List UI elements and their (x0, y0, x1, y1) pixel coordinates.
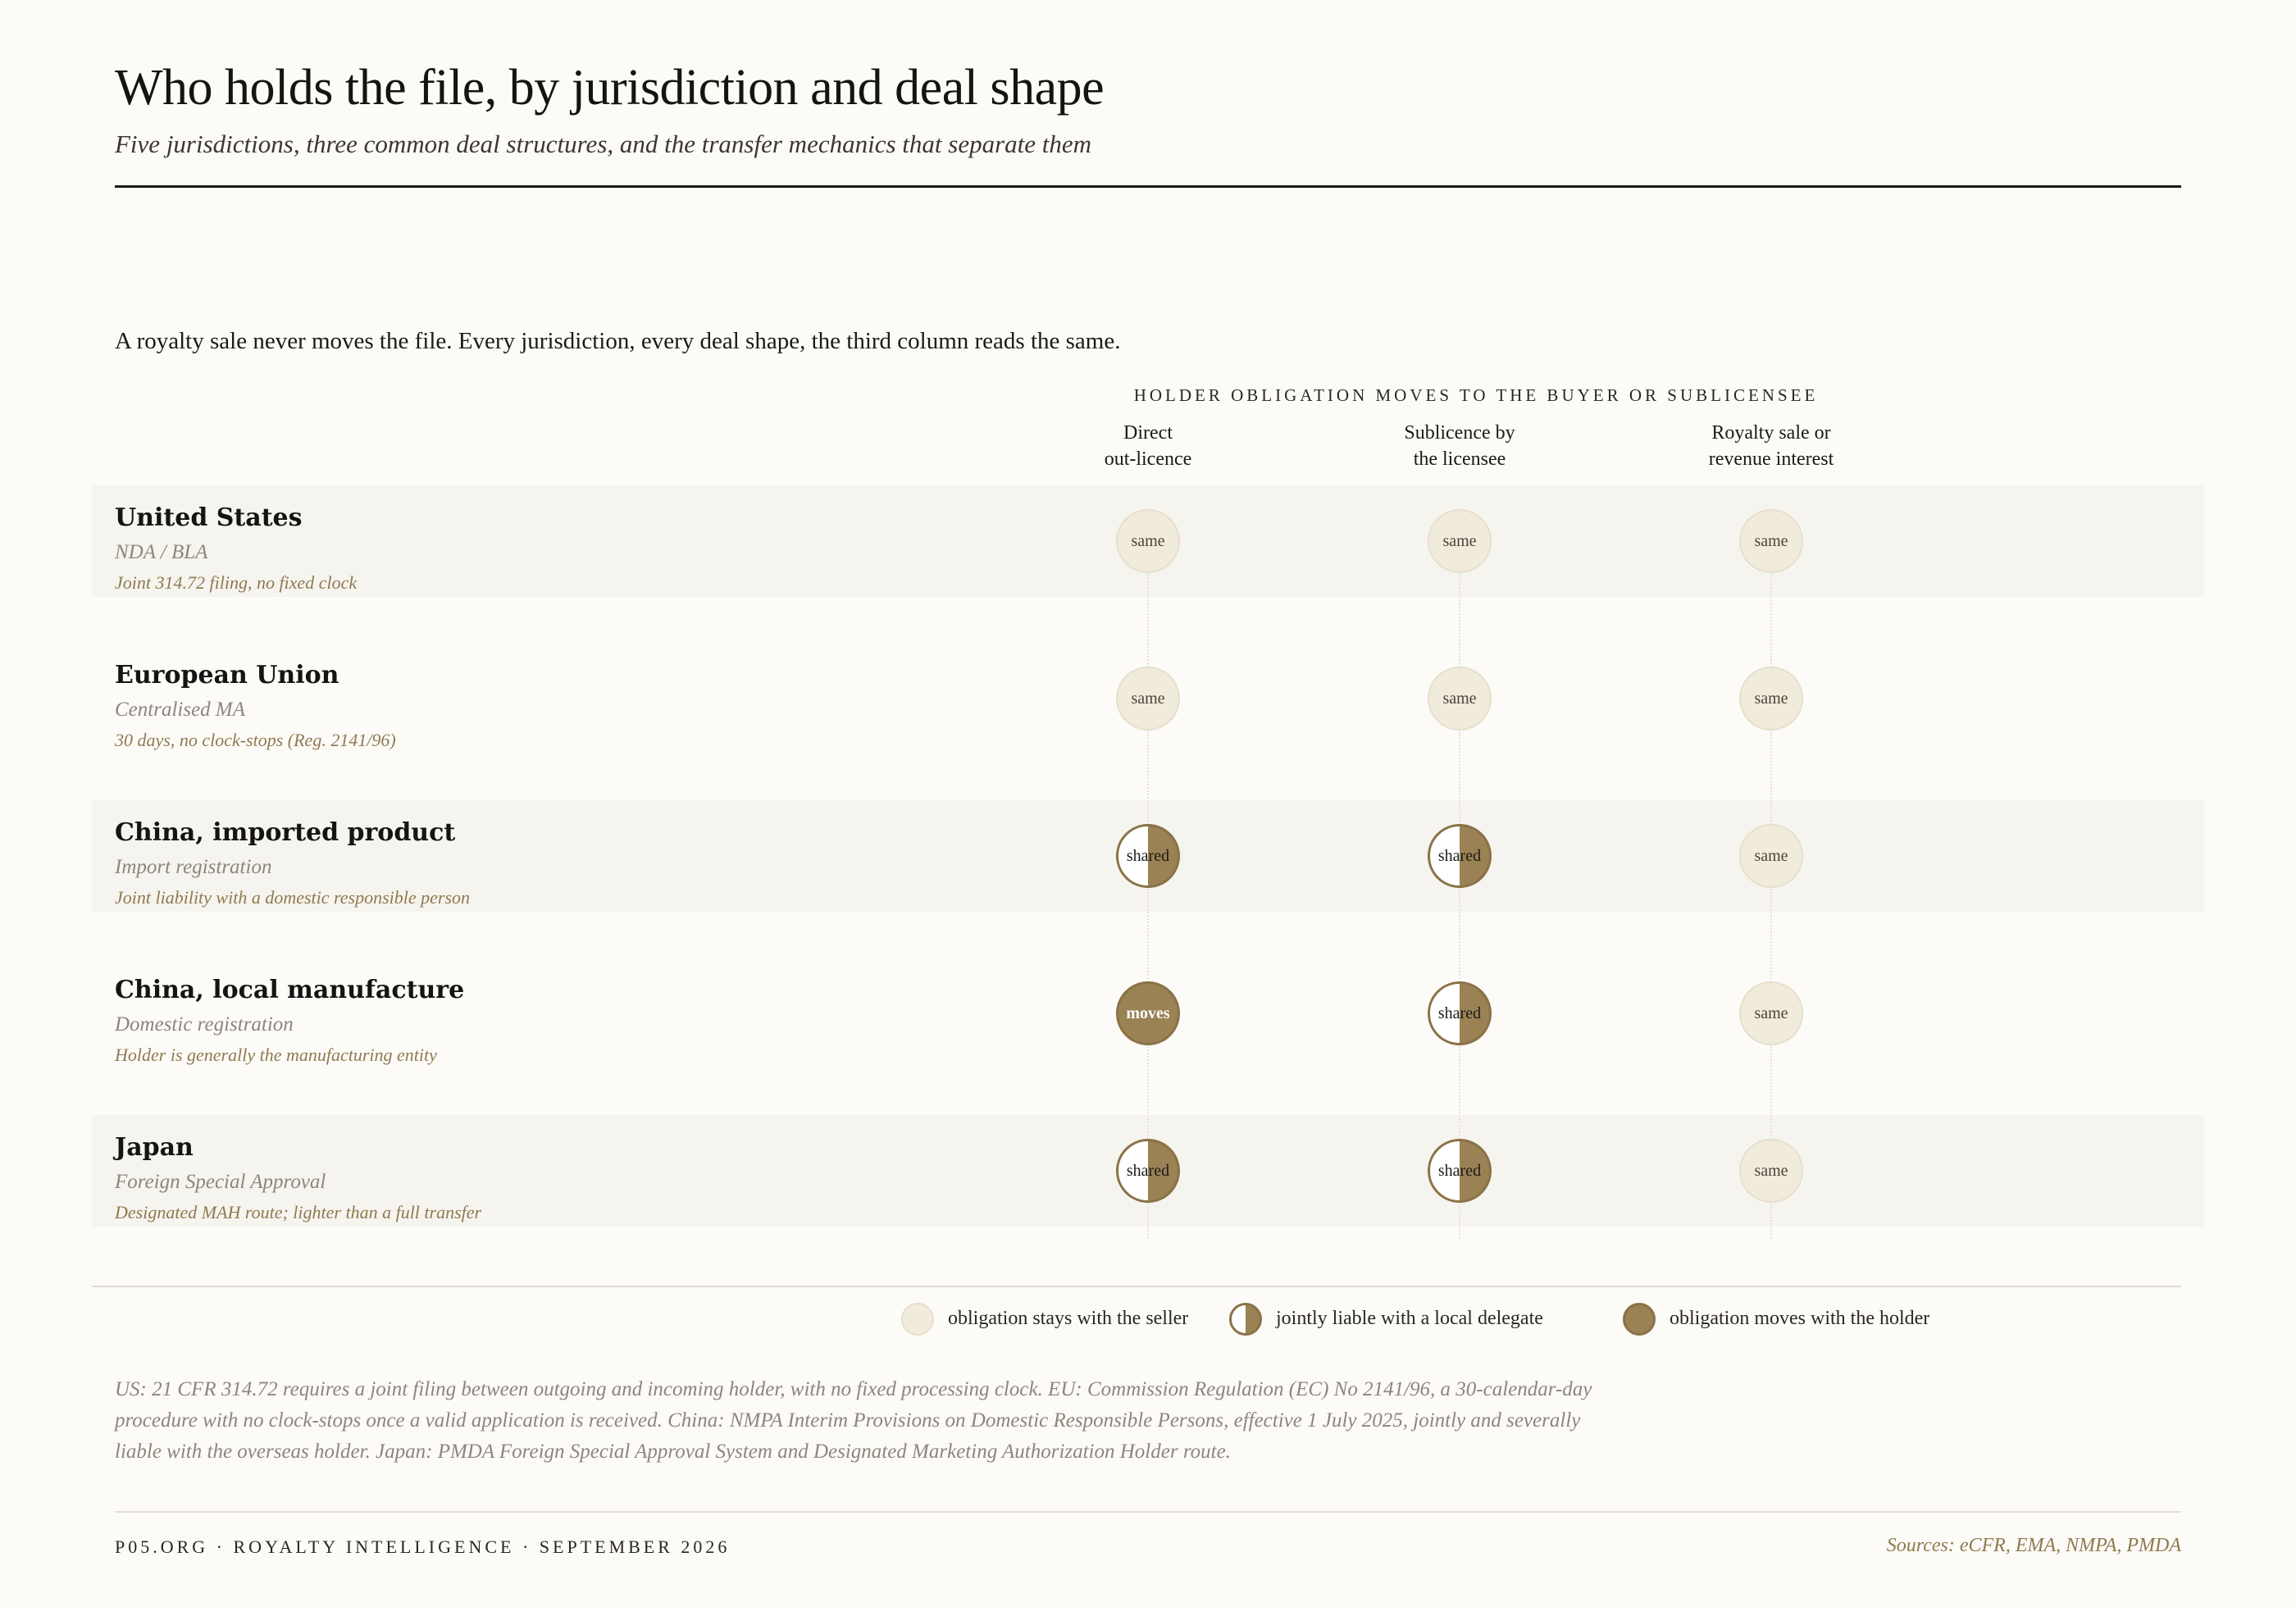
cell-marker-shared: shared (1428, 981, 1492, 1045)
registration-type: Import registration (115, 856, 272, 878)
footer-sources: Sources: eCFR, EMA, NMPA, PMDA (1886, 1535, 2181, 1556)
cell-marker-same: same (1428, 509, 1492, 573)
title-rule (115, 185, 2181, 188)
transfer-note: Joint liability with a domestic responsi… (115, 887, 471, 908)
cell-marker-moves: moves (1116, 981, 1180, 1045)
legend-same-swatch-icon (901, 1303, 934, 1336)
transfer-note: Joint 314.72 filing, no fixed clock (115, 572, 358, 593)
registration-type: NDA / BLA (115, 541, 208, 563)
transfer-note: Designated MAH route; lighter than a ful… (115, 1202, 482, 1222)
column-header-line: Direct (1123, 422, 1173, 444)
cell-marker-shared: shared (1116, 1139, 1180, 1203)
jurisdiction-name: United States (115, 503, 303, 532)
cell-marker-same: same (1739, 981, 1803, 1045)
legend-shared-swatch-icon (1229, 1303, 1262, 1336)
column-header-line: revenue interest (1708, 448, 1834, 470)
cell-marker-shared: shared (1428, 824, 1492, 888)
cell-marker-same: same (1739, 667, 1803, 731)
cell-marker-same: same (1116, 667, 1180, 731)
column-header-direct-out-licence: Direct out-licence (1025, 420, 1271, 472)
cell-marker-same: same (1739, 1139, 1803, 1203)
column-header-sublicence: Sublicence by the licensee (1337, 420, 1583, 472)
jurisdiction-name: European Union (115, 661, 339, 690)
transfer-note: Holder is generally the manufacturing en… (115, 1045, 437, 1065)
column-group-header: HOLDER OBLIGATION MOVES TO THE BUYER OR … (1133, 385, 1819, 405)
registration-type: Centralised MA (115, 699, 246, 721)
jurisdiction-name: China, local manufacture (115, 976, 465, 1004)
lede-text: A royalty sale never moves the file. Eve… (115, 328, 1121, 354)
column-header-royalty-sale: Royalty sale or revenue interest (1648, 420, 1894, 472)
legend-shared-label: jointly liable with a local delegate (1276, 1308, 1543, 1329)
registration-type: Foreign Special Approval (115, 1171, 326, 1193)
column-header-line: out-licence (1104, 448, 1192, 470)
cell-marker-same: same (1116, 509, 1180, 573)
footer-publisher: P05.ORG · ROYALTY INTELLIGENCE · SEPTEMB… (115, 1536, 731, 1557)
source-footnote: US: 21 CFR 314.72 requires a joint filin… (115, 1378, 1592, 1463)
column-header-line: Royalty sale or (1711, 422, 1831, 444)
transfer-note: 30 days, no clock-stops (Reg. 2141/96) (115, 730, 396, 750)
registration-type: Domestic registration (115, 1013, 294, 1036)
legend-moves-label: obligation moves with the holder (1670, 1308, 1930, 1329)
legend-rule (92, 1286, 2181, 1287)
page-title: Who holds the file, by jurisdiction and … (115, 60, 1105, 116)
cell-marker-same: same (1739, 509, 1803, 573)
cell-marker-shared: shared (1116, 824, 1180, 888)
cell-marker-shared: shared (1428, 1139, 1492, 1203)
cell-marker-same: same (1739, 824, 1803, 888)
footer-rule (115, 1511, 2181, 1513)
column-header-line: the licensee (1413, 448, 1506, 470)
page-subtitle: Five jurisdictions, three common deal st… (115, 130, 1092, 158)
cell-marker-same: same (1428, 667, 1492, 731)
jurisdiction-name: Japan (115, 1133, 194, 1162)
jurisdiction-name: China, imported product (115, 818, 456, 847)
column-header-line: Sublicence by (1404, 422, 1515, 444)
legend-moves-swatch-icon (1623, 1303, 1656, 1336)
legend-same-label: obligation stays with the seller (948, 1308, 1189, 1329)
